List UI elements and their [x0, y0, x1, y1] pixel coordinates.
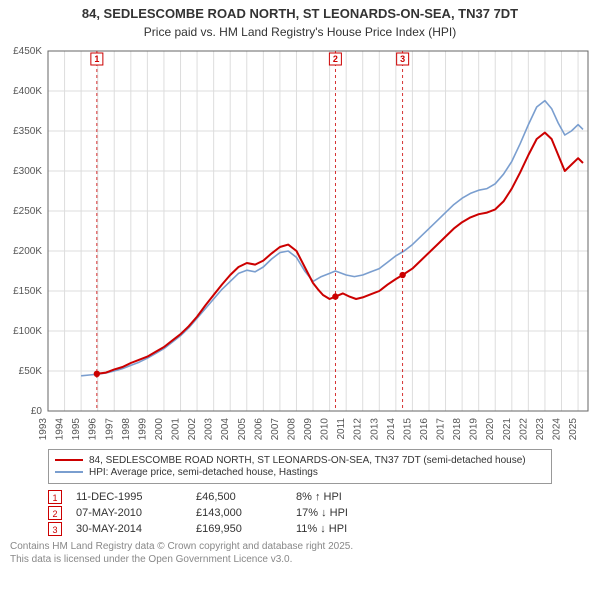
- chart-title-line2: Price paid vs. HM Land Registry's House …: [0, 25, 600, 45]
- legend-swatch: [55, 459, 83, 461]
- svg-text:£300K: £300K: [13, 166, 42, 177]
- transaction-pct: 8% ↑ HPI: [296, 491, 406, 503]
- svg-text:2004: 2004: [220, 417, 231, 440]
- transaction-price: £46,500: [196, 491, 296, 503]
- transaction-pct: 11% ↓ HPI: [296, 523, 406, 535]
- chart-container: 84, SEDLESCOMBE ROAD NORTH, ST LEONARDS-…: [0, 0, 600, 566]
- svg-text:1993: 1993: [38, 417, 49, 440]
- svg-text:1998: 1998: [121, 417, 132, 440]
- svg-text:1: 1: [94, 54, 99, 64]
- legend: 84, SEDLESCOMBE ROAD NORTH, ST LEONARDS-…: [48, 449, 552, 484]
- svg-text:2023: 2023: [535, 417, 546, 440]
- transaction-price: £169,950: [196, 523, 296, 535]
- svg-text:2012: 2012: [353, 417, 364, 440]
- svg-text:2001: 2001: [171, 417, 182, 440]
- footer-attribution: Contains HM Land Registry data © Crown c…: [10, 540, 590, 566]
- legend-item: 84, SEDLESCOMBE ROAD NORTH, ST LEONARDS-…: [55, 455, 545, 466]
- transaction-badge: 3: [48, 522, 62, 536]
- svg-text:£0: £0: [31, 406, 43, 417]
- svg-text:2016: 2016: [419, 417, 430, 440]
- svg-text:1995: 1995: [71, 417, 82, 440]
- transaction-row: 2 07-MAY-2010£143,00017% ↓ HPI: [48, 506, 552, 520]
- svg-text:2008: 2008: [286, 417, 297, 440]
- transaction-pct: 17% ↓ HPI: [296, 507, 406, 519]
- legend-item: HPI: Average price, semi-detached house,…: [55, 467, 545, 478]
- transaction-row: 3 30-MAY-2014£169,95011% ↓ HPI: [48, 522, 552, 536]
- svg-text:2022: 2022: [518, 417, 529, 440]
- svg-text:2007: 2007: [270, 417, 281, 440]
- svg-text:2015: 2015: [402, 417, 413, 440]
- transaction-badge: 1: [48, 490, 62, 504]
- svg-text:£350K: £350K: [13, 126, 42, 137]
- svg-text:2: 2: [333, 54, 338, 64]
- svg-text:2014: 2014: [386, 417, 397, 440]
- transactions-table: 1 11-DEC-1995£46,5008% ↑ HPI 2 07-MAY-2010£…: [48, 490, 552, 536]
- svg-text:£200K: £200K: [13, 246, 42, 257]
- line-chart-svg: £0 £50K £100K £150K £200K £250K £300K £350K £400…: [0, 45, 600, 445]
- svg-text:2013: 2013: [369, 417, 380, 440]
- transaction-price: £143,000: [196, 507, 296, 519]
- svg-text:2011: 2011: [336, 417, 347, 439]
- footer-line2: This data is licensed under the Open Gov…: [10, 553, 590, 566]
- svg-text:£50K: £50K: [19, 366, 43, 377]
- svg-text:2009: 2009: [303, 417, 314, 440]
- svg-text:1994: 1994: [55, 417, 66, 440]
- svg-text:2019: 2019: [469, 417, 480, 440]
- svg-text:2017: 2017: [436, 417, 447, 440]
- transaction-date: 11-DEC-1995: [76, 491, 196, 503]
- footer-line1: Contains HM Land Registry data © Crown c…: [10, 540, 590, 553]
- svg-text:1997: 1997: [104, 417, 115, 440]
- svg-text:2003: 2003: [204, 417, 215, 440]
- svg-text:£250K: £250K: [13, 206, 42, 217]
- legend-label: 84, SEDLESCOMBE ROAD NORTH, ST LEONARDS-…: [89, 455, 526, 466]
- legend-swatch: [55, 471, 83, 473]
- svg-text:2018: 2018: [452, 417, 463, 440]
- svg-text:2010: 2010: [320, 417, 331, 440]
- svg-text:£450K: £450K: [13, 46, 42, 57]
- transaction-badge: 2: [48, 506, 62, 520]
- svg-text:2020: 2020: [485, 417, 496, 440]
- svg-text:3: 3: [400, 54, 405, 64]
- transaction-date: 30-MAY-2014: [76, 523, 196, 535]
- chart-title-line1: 84, SEDLESCOMBE ROAD NORTH, ST LEONARDS-…: [0, 0, 600, 25]
- svg-text:1996: 1996: [88, 417, 99, 440]
- svg-text:2002: 2002: [187, 417, 198, 440]
- transaction-date: 07-MAY-2010: [76, 507, 196, 519]
- chart-area: £0 £50K £100K £150K £200K £250K £300K £350K £400…: [0, 45, 600, 445]
- svg-text:£150K: £150K: [13, 286, 42, 297]
- svg-text:£100K: £100K: [13, 326, 42, 337]
- legend-label: HPI: Average price, semi-detached house,…: [89, 467, 318, 478]
- svg-text:2025: 2025: [568, 417, 579, 440]
- svg-text:2005: 2005: [237, 417, 248, 440]
- transaction-row: 1 11-DEC-1995£46,5008% ↑ HPI: [48, 490, 552, 504]
- svg-text:2021: 2021: [502, 417, 513, 440]
- svg-text:2024: 2024: [551, 417, 562, 440]
- svg-text:2000: 2000: [154, 417, 165, 440]
- svg-text:£400K: £400K: [13, 86, 42, 97]
- svg-text:2006: 2006: [253, 417, 264, 440]
- svg-text:1999: 1999: [137, 417, 148, 440]
